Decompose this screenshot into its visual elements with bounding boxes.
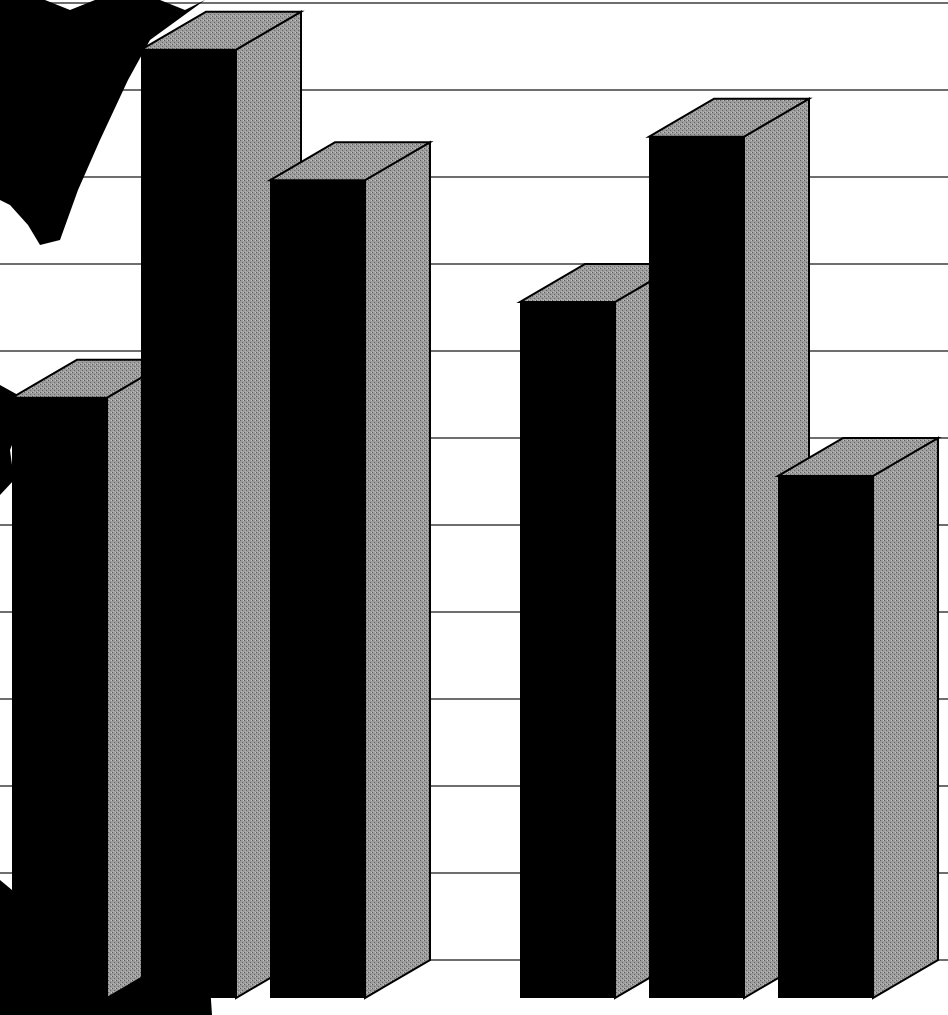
bar-front	[141, 49, 236, 998]
bar-6	[774, 436, 942, 1000]
bars-layer	[8, 9, 942, 1000]
bar-front	[270, 180, 365, 998]
bar-front	[12, 397, 107, 998]
bar-3	[266, 140, 434, 1000]
bar-side	[872, 436, 939, 1000]
bar-5	[645, 96, 813, 1000]
bar-front	[649, 136, 744, 998]
bar-side	[364, 140, 431, 1000]
bar-front	[520, 302, 615, 998]
bar-front	[778, 476, 873, 998]
